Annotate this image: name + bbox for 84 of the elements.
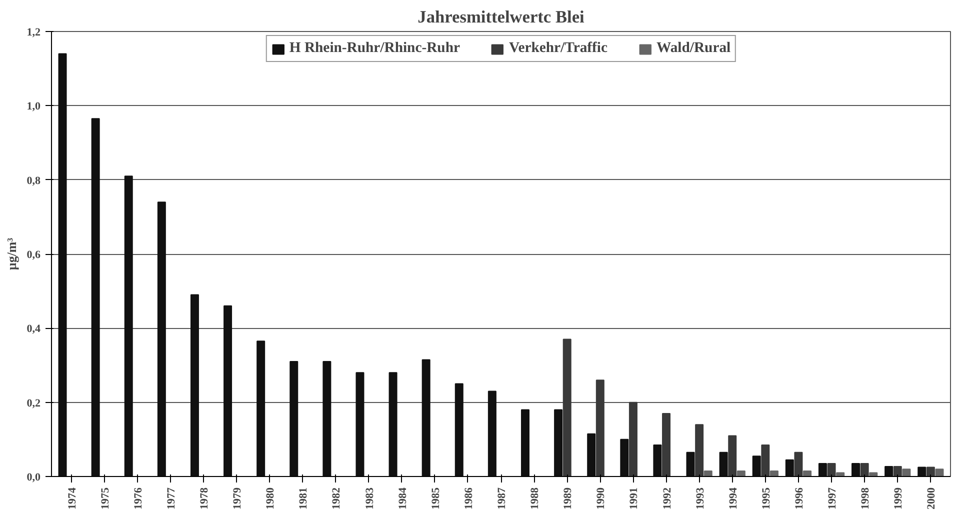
x-tick-label: 1984 [396,487,409,510]
bar [662,412,671,476]
bar [190,294,199,476]
bar [520,409,530,476]
x-tick-label: 1995 [760,487,772,510]
bar [58,53,67,476]
x-tick-label: 1996 [793,487,806,510]
bar [356,372,364,476]
bar [704,470,712,476]
bar [422,359,430,476]
bar [628,402,638,476]
x-tick-label: 1991 [628,488,640,510]
x-tick-label: 1974 [66,487,78,510]
bar [926,466,935,476]
legend-label: Verkehr/Traffic [508,40,608,57]
bar [884,466,894,476]
bar [719,452,728,476]
legend-label: Wald/Rural [656,40,731,57]
bar [794,452,803,476]
x-tick-label: 1977 [165,487,178,510]
bar [902,468,911,476]
bar [224,305,232,476]
x-tick-label: 1979 [232,487,244,510]
bar [124,176,133,476]
bar [488,390,496,476]
y-tick-label: 1,0 [26,100,41,113]
bar [596,380,604,476]
x-tick-label: 1994 [727,487,740,510]
x-tick-label: 2000 [926,487,938,510]
x-tick-label: 1978 [198,487,211,510]
x-tick-label: 1988 [529,487,542,510]
bar [770,470,778,476]
bar [653,444,662,476]
x-tick-label: 1989 [562,487,574,510]
y-tick-label: 0,6 [26,249,41,261]
bar [818,463,827,476]
x-tick-label: 1999 [892,487,905,510]
x-tick-label: 1990 [595,487,608,510]
y-tick-label: 1,2 [26,26,41,38]
bar [736,470,746,476]
bar [290,361,298,476]
x-tick-label: 1981 [298,488,310,510]
bar [388,372,398,476]
x-tick-label: 1983 [364,487,376,510]
bar [256,340,266,476]
bar [785,459,794,476]
y-tick-label: 0,0 [26,472,41,484]
x-tick-label: 1987 [496,487,508,510]
bar [752,456,761,476]
bar [587,433,596,476]
x-tick-label: 1985 [430,487,442,510]
bar [893,466,902,476]
x-tick-label: 1986 [462,487,475,510]
bar [91,118,100,476]
x-tick-label: 1993 [694,487,706,510]
y-tick-label: 0,4 [26,323,41,336]
x-tick-label: 1975 [99,487,112,510]
bar [918,466,926,476]
x-tick-label: 1982 [330,487,343,510]
bar [454,383,464,476]
bar [562,338,572,476]
bar [157,202,166,476]
bar [761,444,770,476]
y-tick-label: 0,2 [26,397,41,410]
x-tick-label: 1997 [826,487,839,510]
bar [686,452,695,476]
x-tick-label: 1976 [132,487,144,510]
bar [803,470,812,476]
x-tick-label: 1998 [860,487,872,510]
bar [935,468,944,476]
bar [852,463,860,476]
x-tick-label: 1992 [661,487,674,510]
bar [860,463,869,476]
y-tick-label: 0,8 [26,174,41,187]
y-axis-title: µg/m³ [4,238,19,270]
legend-label: H Rhein-Ruhr/Rhinc-Ruhr [289,40,460,57]
bar [322,361,332,476]
chart-title: Jahresmittelwertc Blei [418,8,585,26]
bar [827,463,836,476]
bar [554,409,563,476]
bar [728,435,737,476]
bar [620,438,629,476]
x-tick-label: 1980 [264,487,277,510]
bar [695,424,704,476]
